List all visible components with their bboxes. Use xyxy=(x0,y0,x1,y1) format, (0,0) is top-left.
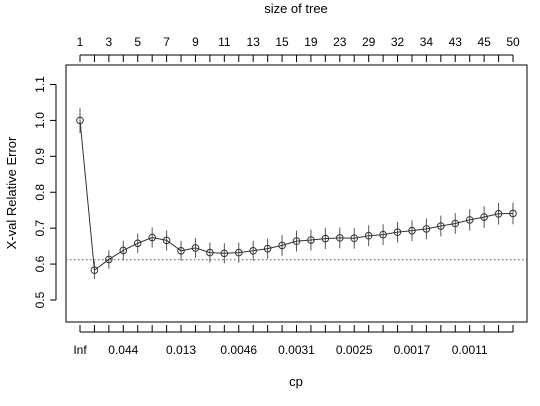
data-point xyxy=(422,225,431,233)
data-point xyxy=(249,246,257,255)
data-point xyxy=(90,266,99,274)
x-tick-label: 0.0017 xyxy=(394,343,431,357)
top-tick-label: 1 xyxy=(77,35,84,49)
data-point xyxy=(321,234,330,243)
plot-frame xyxy=(65,64,528,323)
data-point xyxy=(191,244,200,252)
data-point xyxy=(437,222,445,230)
data-point xyxy=(105,255,113,264)
y-tick-label: 0.6 xyxy=(33,255,47,272)
data-point xyxy=(350,234,359,243)
top-tick-label: 29 xyxy=(362,35,376,49)
data-point xyxy=(278,241,286,250)
data-point xyxy=(162,236,171,245)
top-tick-label: 34 xyxy=(420,35,434,49)
data-point xyxy=(292,237,301,245)
data-point xyxy=(393,228,402,236)
data-point xyxy=(220,249,229,258)
data-point xyxy=(408,226,416,235)
top-tick-label: 50 xyxy=(506,35,520,49)
data-point xyxy=(76,116,84,125)
data-point xyxy=(177,246,185,255)
data-marks xyxy=(66,107,527,280)
y-axis-title: X-val Relative Error xyxy=(4,136,19,249)
y-tick-label: 1.1 xyxy=(33,76,47,93)
x-tick-label: 0.0031 xyxy=(278,343,315,357)
data-point xyxy=(133,239,142,248)
data-point xyxy=(379,230,387,239)
y-tick-label: 0.8 xyxy=(33,184,47,201)
y-tick-label: 0.7 xyxy=(33,220,47,237)
data-point xyxy=(509,209,517,218)
top-tick-label: 11 xyxy=(218,35,231,49)
data-point xyxy=(364,231,373,240)
data-point xyxy=(336,234,344,242)
top-tick-label: 19 xyxy=(304,35,318,49)
data-point xyxy=(494,210,503,218)
axes: 0.50.60.70.80.91.01.11 3 5 7 9 11 13 15 19 23 29 32… xyxy=(33,35,520,357)
x-tick-label: 0.0025 xyxy=(336,343,373,357)
x-tick-label: 0.044 xyxy=(108,343,138,357)
x-tick-label: 0.0046 xyxy=(220,343,257,357)
data-point xyxy=(480,213,488,221)
series-line xyxy=(79,120,514,272)
top-tick-label: 9 xyxy=(192,35,199,49)
top-axis-title: size of tree xyxy=(264,1,328,16)
data-point xyxy=(119,246,128,255)
y-tick-label: 0.5 xyxy=(33,291,47,308)
top-tick-label: 7 xyxy=(163,35,170,49)
x-axis-title: cp xyxy=(289,374,303,389)
top-tick-label: 5 xyxy=(134,35,141,49)
y-tick-label: 0.9 xyxy=(33,148,47,165)
top-tick-label: 45 xyxy=(477,35,491,49)
top-tick-label: 15 xyxy=(275,35,289,49)
x-tick-label: 0.0011 xyxy=(452,343,488,357)
data-point xyxy=(465,216,474,224)
x-tick-label: 0.013 xyxy=(166,343,196,357)
top-tick-label: 23 xyxy=(333,35,347,49)
data-point xyxy=(307,236,315,244)
top-tick-label: 13 xyxy=(247,35,261,49)
top-tick-label: 3 xyxy=(106,35,113,49)
data-point xyxy=(206,248,214,257)
data-point xyxy=(451,219,460,228)
x-tick-label: Inf xyxy=(73,343,87,357)
top-tick-label: 32 xyxy=(391,35,405,49)
data-point xyxy=(263,244,272,253)
y-tick-label: 1.0 xyxy=(33,112,47,129)
data-point xyxy=(234,248,243,257)
data-point xyxy=(148,233,156,242)
top-tick-label: 43 xyxy=(449,35,463,49)
